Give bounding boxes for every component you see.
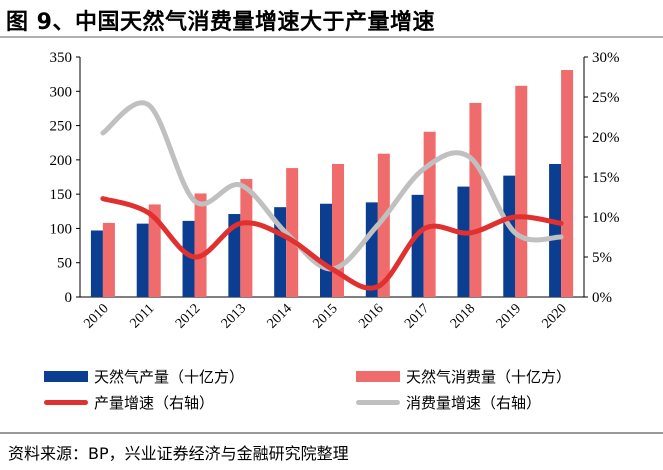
right-tick-label: 0%: [592, 290, 612, 306]
legend-item-consumption: 天然气消费量（十亿方）: [356, 366, 571, 387]
bar-production: [503, 175, 516, 297]
bar-production: [320, 203, 332, 297]
x-tick-label: 2017: [402, 301, 432, 331]
right-tick-label: 10%: [592, 210, 620, 226]
title-divider: [0, 36, 663, 38]
left-tick-label: 0: [65, 290, 73, 306]
x-tick-label: 2020: [540, 301, 570, 331]
bar-production: [365, 202, 378, 297]
bar-consumption: [515, 85, 528, 297]
legend-swatch-consumption: [356, 371, 400, 382]
left-tick-label: 250: [50, 119, 73, 135]
legend-item-production: 天然气产量（十亿方）: [44, 366, 244, 387]
chart-title: 图 9、中国天然气消费量增速大于产量增速: [6, 10, 435, 35]
legend-label-consumption: 天然气消费量（十亿方）: [406, 368, 572, 386]
legend-swatch-production-growth: [44, 400, 88, 405]
legend-item-production-growth: 产量增速（右轴）: [44, 392, 214, 413]
x-tick-label: 2019: [494, 301, 524, 331]
right-tick-label: 5%: [592, 250, 612, 266]
legend-label-production: 天然气产量（十亿方）: [94, 368, 245, 386]
left-tick-label: 350: [50, 50, 73, 66]
bar-consumption: [194, 193, 207, 297]
bar-consumption: [561, 70, 574, 298]
series-line-production-growth: [100, 196, 564, 291]
bar-consumption: [240, 179, 253, 297]
bar-consumption: [377, 153, 390, 297]
bar-consumption: [102, 222, 115, 297]
legend-label-consumption-growth: 消费量增速（右轴）: [406, 394, 542, 412]
left-tick-label: 100: [50, 221, 73, 237]
chart-area: 0 50 100 150 200 250 300 350 0% 5% 10% 15% 20% 25% 30%…: [50, 50, 620, 332]
left-tick-label: 150: [50, 187, 73, 203]
bar-consumption: [286, 168, 299, 297]
x-tick-label: 2013: [219, 301, 249, 331]
left-tick-label: 300: [50, 84, 73, 100]
right-tick-label: 30%: [592, 50, 620, 66]
right-tick-label: 25%: [592, 90, 620, 106]
bar-consumption: [423, 131, 436, 297]
source-note: 资料来源：BP，兴业证券经济与金融研究院整理: [8, 444, 349, 463]
legend-label-production-growth: 产量增速（右轴）: [94, 394, 215, 412]
legend-swatch-consumption-growth: [356, 400, 400, 405]
x-tick-label: 2010: [81, 301, 111, 331]
right-tick-label: 15%: [592, 170, 620, 186]
bar-production: [228, 214, 241, 297]
bar-production: [182, 220, 195, 297]
right-tick-label: 20%: [592, 130, 620, 146]
bar-production: [90, 230, 103, 297]
bar-consumption: [469, 102, 482, 297]
x-tick-label: 2015: [310, 301, 340, 331]
x-tick-label: 2011: [128, 301, 158, 331]
bar-production: [457, 186, 470, 297]
left-tick-label: 50: [57, 256, 72, 272]
bar-production: [136, 223, 149, 297]
x-tick-label: 2014: [265, 301, 295, 331]
x-tick-label: 2018: [448, 301, 478, 331]
left-tick-label: 200: [50, 153, 73, 169]
bar-production: [411, 194, 424, 297]
legend-swatch-production: [44, 371, 88, 382]
legend-item-consumption-growth: 消费量增速（右轴）: [356, 392, 541, 413]
x-tick-label: 2016: [356, 301, 386, 331]
source-divider: [0, 432, 663, 434]
bar-consumption: [148, 204, 161, 297]
bar-production: [549, 163, 562, 297]
x-tick-label: 2012: [173, 301, 203, 331]
